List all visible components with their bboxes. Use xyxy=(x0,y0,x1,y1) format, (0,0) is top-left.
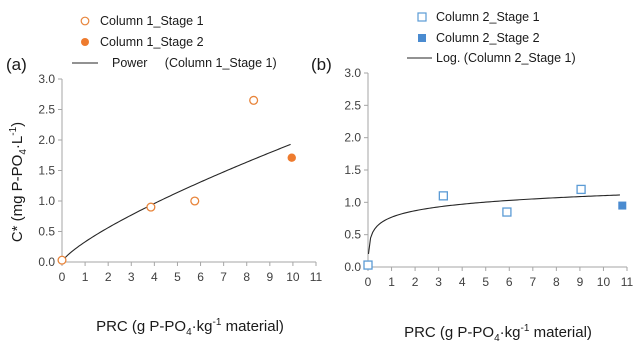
data-point-column-1_stage-1 xyxy=(57,255,67,265)
chart-panel-a: (a) Column 1_Stage 1 Column 1_Stage 2 Po… xyxy=(6,14,323,338)
y-tick-label-b: 2.5 xyxy=(344,98,361,112)
x-tick-label-a: 7 xyxy=(220,270,227,284)
y-tick-label-a: 2.5 xyxy=(38,103,55,117)
x-tick-label-a: 0 xyxy=(59,270,66,284)
x-tick-label-b: 0 xyxy=(365,275,372,289)
legend-marker-stage2-b xyxy=(418,34,426,42)
data-point-column-2_stage-1 xyxy=(576,184,586,195)
data-point-column-1_stage-2 xyxy=(287,153,296,162)
y-tick-label-a: 1.5 xyxy=(38,164,55,178)
data-point-column-2_stage-2 xyxy=(618,201,627,210)
y-tick-label-a: 0.0 xyxy=(38,255,55,269)
x-tick-label-b: 3 xyxy=(435,275,442,289)
data-point-column-1_stage-1 xyxy=(146,202,156,212)
panel-label-a: (a) xyxy=(6,55,27,74)
x-tick-label-b: 11 xyxy=(621,275,634,289)
x-tick-label-b: 4 xyxy=(459,275,466,289)
y-tick-label-a: 3.0 xyxy=(38,72,55,86)
x-tick-label-b: 1 xyxy=(388,275,395,289)
y-tick-label-a: 0.5 xyxy=(38,225,55,239)
legend-b: Column 2_Stage 1 Column 2_Stage 2 Log. (… xyxy=(407,10,576,65)
x-tick-label-b: 7 xyxy=(529,275,536,289)
y-tick-label-b: 0.0 xyxy=(344,260,361,274)
x-tick-label-a: 4 xyxy=(151,270,158,284)
legend-label-power-a: Power (Column 1_Stage 1) xyxy=(112,56,277,70)
x-tick-label-a: 1 xyxy=(82,270,89,284)
data-point-column-2_stage-1 xyxy=(438,191,448,201)
y-tick-label-b: 1.5 xyxy=(344,163,361,177)
x-tick-label-a: 3 xyxy=(128,270,135,284)
x-tick-label-a: 10 xyxy=(286,270,300,284)
legend-label-stage1-a: Column 1_Stage 1 xyxy=(100,14,204,28)
x-tick-label-b: 2 xyxy=(412,275,419,289)
x-tick-label-b: 9 xyxy=(577,275,584,289)
legend-marker-stage1-b xyxy=(417,12,427,22)
trendline-power-a xyxy=(61,143,291,263)
y-axis-title-a: C* (mg P-PO4·L-1) xyxy=(8,122,29,242)
x-tick-label-a: 2 xyxy=(105,270,112,284)
y-tick-label-b: 0.5 xyxy=(344,228,361,242)
chart-panel-b: (b) Column 2_Stage 1 Column 2_Stage 2 Lo… xyxy=(311,10,634,344)
legend-label-stage1-b: Column 2_Stage 1 xyxy=(436,10,540,24)
x-axis-title-a: PRC (g P-PO4·kg-1 material) xyxy=(96,317,284,338)
data-point-column-1_stage-1 xyxy=(249,95,259,105)
x-tick-label-b: 8 xyxy=(553,275,560,289)
x-tick-label-a: 6 xyxy=(197,270,204,284)
legend-marker-stage2-a xyxy=(81,38,89,46)
panel-label-b: (b) xyxy=(311,55,332,74)
legend-label-stage2-a: Column 1_Stage 2 xyxy=(100,35,204,49)
x-tick-label-b: 6 xyxy=(506,275,513,289)
data-point-column-2_stage-1 xyxy=(363,260,373,270)
x-tick-label-a: 5 xyxy=(174,270,181,284)
data-point-column-1_stage-1 xyxy=(190,196,200,206)
legend-label-log-b: Log. (Column 2_Stage 1) xyxy=(436,51,576,65)
trendline-log-b xyxy=(367,194,620,254)
y-tick-label-a: 1.0 xyxy=(38,194,55,208)
legend-a: Column 1_Stage 1 Column 1_Stage 2 Power … xyxy=(72,14,277,70)
x-axis-title-b: PRC (g P-PO4·kg-1 material) xyxy=(404,323,592,344)
x-tick-label-a: 11 xyxy=(310,270,323,284)
x-tick-label-b: 10 xyxy=(597,275,611,289)
y-tick-label-a: 2.0 xyxy=(38,133,55,147)
legend-marker-stage1-a xyxy=(80,16,90,26)
legend-label-stage2-b: Column 2_Stage 2 xyxy=(436,31,540,45)
y-tick-label-b: 2.0 xyxy=(344,131,361,145)
y-tick-label-b: 3.0 xyxy=(344,66,361,80)
x-tick-label-b: 5 xyxy=(482,275,489,289)
y-tick-label-b: 1.0 xyxy=(344,195,361,209)
x-tick-label-a: 8 xyxy=(243,270,250,284)
data-point-column-2_stage-1 xyxy=(502,207,512,217)
x-tick-label-a: 9 xyxy=(266,270,273,284)
